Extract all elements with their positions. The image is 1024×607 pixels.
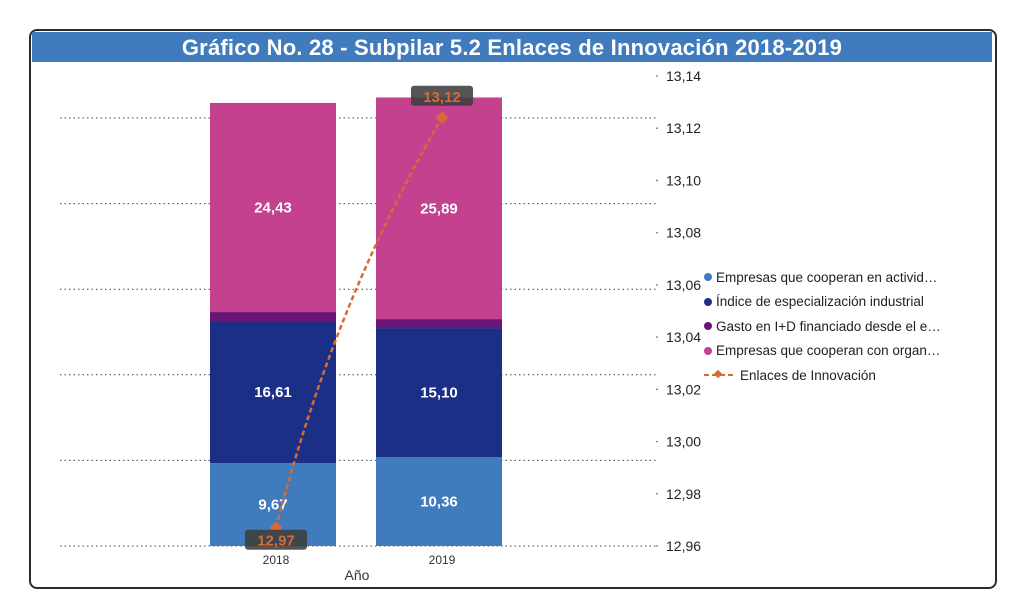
- legend-label: Gasto en I+D financiado desde el e…: [716, 318, 941, 334]
- y2-tick-mark: [656, 231, 658, 234]
- legend-line-swatch: [704, 370, 734, 379]
- legend-label: Empresas que cooperan en activid…: [716, 269, 938, 285]
- line-path: [274, 117, 444, 529]
- y2-tick-mark: [656, 284, 658, 286]
- line-data-label: 13,12: [423, 89, 461, 106]
- y2-tick-label: 13,04: [666, 329, 701, 345]
- y2-tick-label: 13,10: [666, 172, 701, 188]
- y2-tick-label: 13,12: [666, 120, 701, 136]
- right-axis: 12,96 12,98 13,00 13,02 13,04 13,06 13,08 13,10…: [656, 68, 701, 554]
- y2-tick-mark: [656, 179, 658, 182]
- bar-segment: [376, 319, 502, 329]
- y2-tick-mark: [656, 440, 658, 443]
- line-series: 12,97 13,12: [245, 85, 473, 550]
- y2-tick-mark: [656, 388, 658, 391]
- bars: [210, 97, 502, 546]
- bar-data-label: 15,10: [420, 385, 458, 402]
- y2-tick-label: 13,00: [666, 434, 701, 450]
- legend-swatch: [704, 273, 712, 282]
- bar-segment: [376, 328, 502, 458]
- legend-swatch: [704, 322, 712, 331]
- y2-tick-label: 13,06: [666, 277, 701, 293]
- y2-tick-mark: [656, 545, 658, 547]
- legend-item: Índice de especialización industrial: [704, 290, 941, 315]
- x-axis-title: Año: [345, 567, 370, 583]
- bar-data-label: 16,61: [254, 384, 292, 401]
- x-axis: 2018 2019 Año: [263, 553, 456, 583]
- bar-segment: [210, 321, 336, 464]
- y2-tick-label: 12,96: [666, 538, 701, 554]
- bar-segment: [210, 312, 336, 322]
- bar-segment: [376, 97, 502, 320]
- gridlines: [60, 117, 657, 547]
- bar-data-label: 10,36: [420, 494, 458, 511]
- legend-item: Empresas que cooperan con organ…: [704, 339, 941, 364]
- legend-marker: [713, 370, 723, 379]
- line-marker: [435, 111, 449, 125]
- x-tick-label: 2019: [429, 553, 456, 567]
- chart-frame: [29, 29, 997, 589]
- chart-title: Gráfico No. 28 - Subpilar 5.2 Enlaces de…: [32, 32, 992, 62]
- line-label-box: [245, 529, 307, 550]
- line-data-label: 12,97: [257, 533, 295, 550]
- legend-swatch: [704, 346, 712, 355]
- x-tick-label: 2018: [263, 553, 290, 567]
- y2-tick-label: 13,08: [666, 225, 701, 241]
- legend-item: Gasto en I+D financiado desde el e…: [704, 314, 941, 339]
- legend-item: Empresas que cooperan en activid…: [704, 265, 941, 290]
- y2-tick-label: 12,98: [666, 486, 701, 502]
- y2-tick-mark: [656, 492, 658, 495]
- bar-segment: [210, 102, 336, 313]
- legend: Empresas que cooperan en activid… Índice …: [704, 265, 941, 388]
- y2-tick-mark: [656, 336, 658, 338]
- y2-tick-mark: [656, 127, 658, 130]
- y2-tick-mark: [656, 75, 658, 77]
- legend-label: Empresas que cooperan con organ…: [716, 343, 941, 359]
- bar-data-label: 9,67: [258, 497, 287, 514]
- legend-label: Índice de especialización industrial: [716, 294, 924, 310]
- y2-tick-label: 13,14: [666, 68, 701, 84]
- legend-label: Enlaces de Innovación: [740, 367, 876, 383]
- bar-segment: [376, 457, 502, 546]
- bar-data-label: 24,43: [254, 199, 292, 216]
- y2-tick-label: 13,02: [666, 381, 701, 397]
- line-label-box: [411, 85, 473, 106]
- legend-item: Enlaces de Innovación: [704, 363, 941, 388]
- legend-swatch: [704, 297, 712, 306]
- bar-data-label: 25,89: [420, 200, 458, 217]
- bar-labels: 9,67 16,61 24,43 10,36 15,10 25,89: [254, 199, 458, 513]
